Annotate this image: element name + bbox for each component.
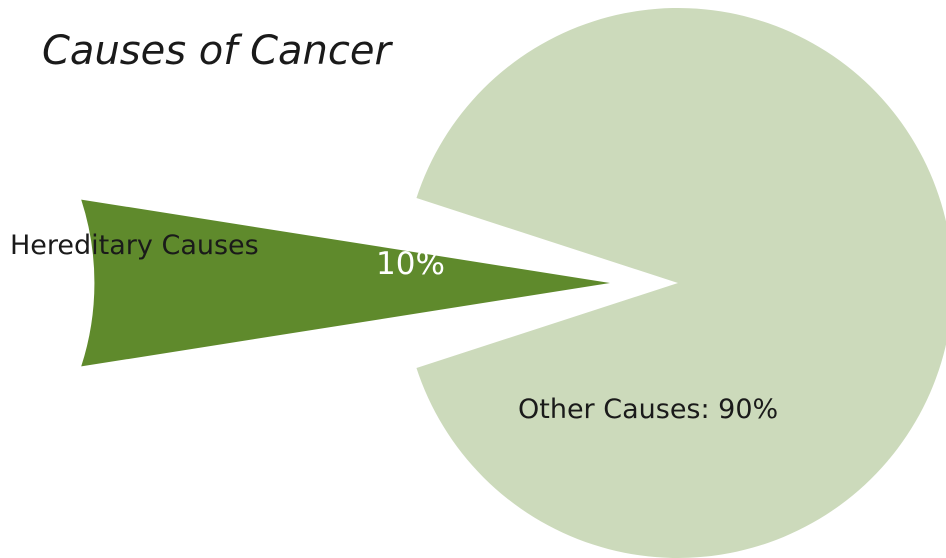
pie-slice-hereditary-causes (81, 199, 611, 367)
slice-label-hereditary-causes: Hereditary Causes (10, 230, 259, 261)
slice-label-other-causes: Other Causes: 90% (518, 394, 778, 425)
chart-title: Causes of Cancer (42, 28, 393, 74)
slice-value-hereditary: 10% (376, 246, 445, 282)
pie-slice-other-causes (416, 8, 946, 558)
